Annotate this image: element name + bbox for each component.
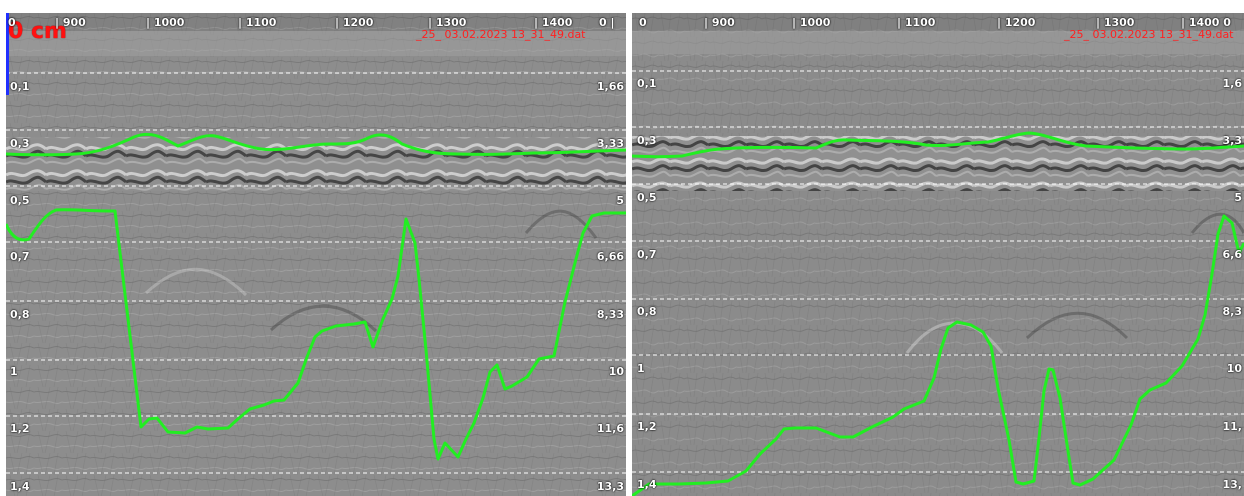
left-lower-trace bbox=[6, 208, 626, 461]
left-depth-label-8: 1,4 bbox=[10, 480, 30, 493]
right-top-clutter bbox=[632, 31, 1244, 54]
right-depth-label-6: 1 bbox=[637, 362, 645, 375]
right-depth-label-3: 0,5 bbox=[637, 191, 657, 204]
left-depth-label-1: 0,1 bbox=[10, 80, 30, 93]
right-hyperbola-3 bbox=[1190, 212, 1244, 234]
left-radargram-panel[interactable]: 0 cm 0 | 900 | 1000 | 1100 | 1200 | 1300… bbox=[6, 13, 626, 496]
right-background bbox=[632, 13, 1244, 496]
right-top-tick-1100: | 1100 bbox=[897, 16, 936, 29]
right-depth-label-2: 0,3 bbox=[637, 134, 657, 147]
left-time-label-1: 1,66 bbox=[596, 80, 624, 93]
left-background bbox=[6, 13, 626, 496]
right-lower-trace bbox=[632, 214, 1244, 496]
right-top-tick-0: 0 bbox=[639, 16, 647, 29]
right-top-tick-1400: | 1400 0 bbox=[1181, 16, 1231, 29]
right-time-label-4: 6,6 bbox=[1222, 248, 1243, 261]
right-radargram-canvas[interactable] bbox=[632, 13, 1244, 496]
right-time-label-6: 10 bbox=[1226, 362, 1242, 375]
right-filename: _25_ 03.02.2023 13_31_49.dat bbox=[1064, 28, 1234, 41]
right-radargram-panel[interactable]: 0 | 900 | 1000 | 1100 | 1200 | 1300 | 14… bbox=[632, 13, 1244, 496]
left-filename: _25_ 03.02.2023 13_31_49.dat bbox=[416, 28, 586, 41]
right-top-tick-1000: | 1000 bbox=[792, 16, 831, 29]
left-time-label-8: 13,3 bbox=[596, 480, 624, 493]
left-time-label-5: 8,33 bbox=[596, 308, 624, 321]
right-depth-label-7: 1,2 bbox=[637, 420, 657, 433]
left-top-clutter bbox=[6, 31, 626, 56]
left-top-tick-1200: | 1200 bbox=[335, 16, 374, 29]
right-top-ruler bbox=[632, 13, 1244, 31]
left-selection-edge bbox=[6, 13, 9, 95]
depth-scale-label: 0 cm bbox=[8, 19, 67, 44]
panel-divider bbox=[626, 0, 632, 496]
right-time-label-1: 1,6 bbox=[1222, 77, 1243, 90]
right-depth-label-4: 0,7 bbox=[637, 248, 657, 261]
left-depth-label-3: 0,5 bbox=[10, 194, 30, 207]
left-radargram-canvas[interactable] bbox=[6, 13, 626, 496]
left-top-tick-end: 0 | bbox=[599, 16, 615, 29]
left-top-ruler bbox=[6, 13, 626, 31]
left-depth-label-5: 0,8 bbox=[10, 308, 30, 321]
left-hyperbola-1 bbox=[144, 267, 248, 297]
right-time-label-7: 11, bbox=[1222, 420, 1243, 433]
right-top-tick-900: | 900 bbox=[704, 16, 735, 29]
left-time-label-7: 11,6 bbox=[596, 422, 624, 435]
left-time-label-4: 6,66 bbox=[596, 250, 624, 263]
right-time-label-3: 5 bbox=[1234, 191, 1242, 204]
left-depth-label-2: 0,3 bbox=[10, 137, 30, 150]
right-top-tick-1200: | 1200 bbox=[997, 16, 1036, 29]
right-surface-trace bbox=[632, 131, 1244, 159]
left-top-tick-1100: | 1100 bbox=[238, 16, 277, 29]
left-top-tick-0: 0 bbox=[8, 16, 16, 29]
left-depth-label-7: 1,2 bbox=[10, 422, 30, 435]
left-surface-trace bbox=[6, 132, 626, 157]
left-time-label-6: 10 bbox=[608, 365, 624, 378]
right-depth-label-1: 0,1 bbox=[637, 77, 657, 90]
left-top-tick-900: | 900 bbox=[55, 16, 86, 29]
left-top-tick-1300: | 1300 bbox=[428, 16, 467, 29]
right-depth-label-8: 1,4 bbox=[637, 478, 657, 491]
left-top-tick-1000: | 1000 bbox=[146, 16, 185, 29]
right-time-label-8: 13, bbox=[1222, 478, 1243, 491]
left-time-label-2: 3,33 bbox=[596, 137, 624, 150]
right-time-label-2: 3,3 bbox=[1222, 134, 1243, 147]
right-depth-label-5: 0,8 bbox=[637, 305, 657, 318]
right-top-tick-1300: | 1300 bbox=[1096, 16, 1135, 29]
right-time-label-5: 8,3 bbox=[1222, 305, 1243, 318]
left-depth-label-6: 1 bbox=[10, 365, 18, 378]
left-top-tick-1400: | 1400 bbox=[534, 16, 573, 29]
left-time-label-3: 5 bbox=[616, 194, 624, 207]
left-hyperbola-3 bbox=[524, 209, 598, 239]
left-depth-label-4: 0,7 bbox=[10, 250, 30, 263]
right-hyperbola-2 bbox=[1025, 311, 1129, 340]
